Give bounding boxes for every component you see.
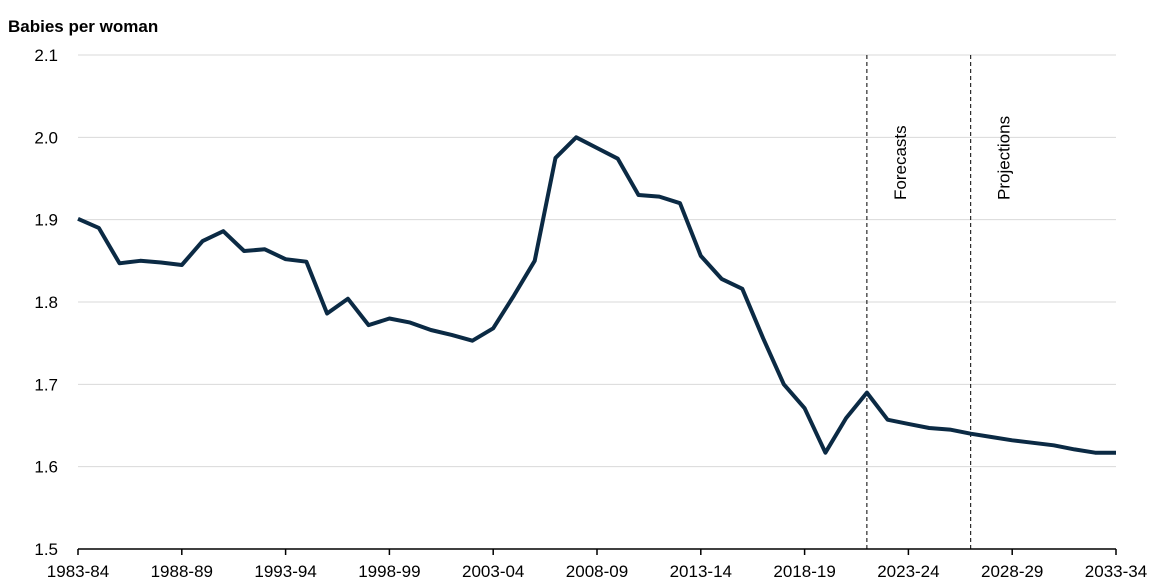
x-tick-label: 2028-29: [981, 562, 1043, 581]
y-axis-label: Babies per woman: [8, 17, 158, 36]
x-tick-label: 2003-04: [462, 562, 524, 581]
data-line: [77, 135, 1116, 455]
x-tick-label: 2018-19: [773, 562, 835, 581]
y-tick-label: 1.6: [34, 458, 58, 477]
y-tick-label: 1.7: [34, 375, 58, 394]
x-tick-label: 2023-24: [877, 562, 939, 581]
x-tick-label: 1988-89: [151, 562, 213, 581]
y-tick-label: 1.5: [34, 540, 58, 559]
annotation: Forecasts: [891, 125, 910, 200]
x-tick-label: 1998-99: [358, 562, 420, 581]
y-tick-label: 2.1: [34, 46, 58, 65]
annotation: Projections: [995, 116, 1014, 200]
y-tick-label: 1.9: [34, 211, 58, 230]
y-tick-label: 2.0: [34, 128, 58, 147]
x-tick-label: 1983-84: [47, 562, 109, 581]
x-tick-label: 2008-09: [566, 562, 628, 581]
x-tick-label: 1993-94: [254, 562, 316, 581]
y-tick-label: 1.8: [34, 293, 58, 312]
x-tick-label: 2013-14: [670, 562, 732, 581]
x-tick-label: 2033-34: [1085, 562, 1147, 581]
